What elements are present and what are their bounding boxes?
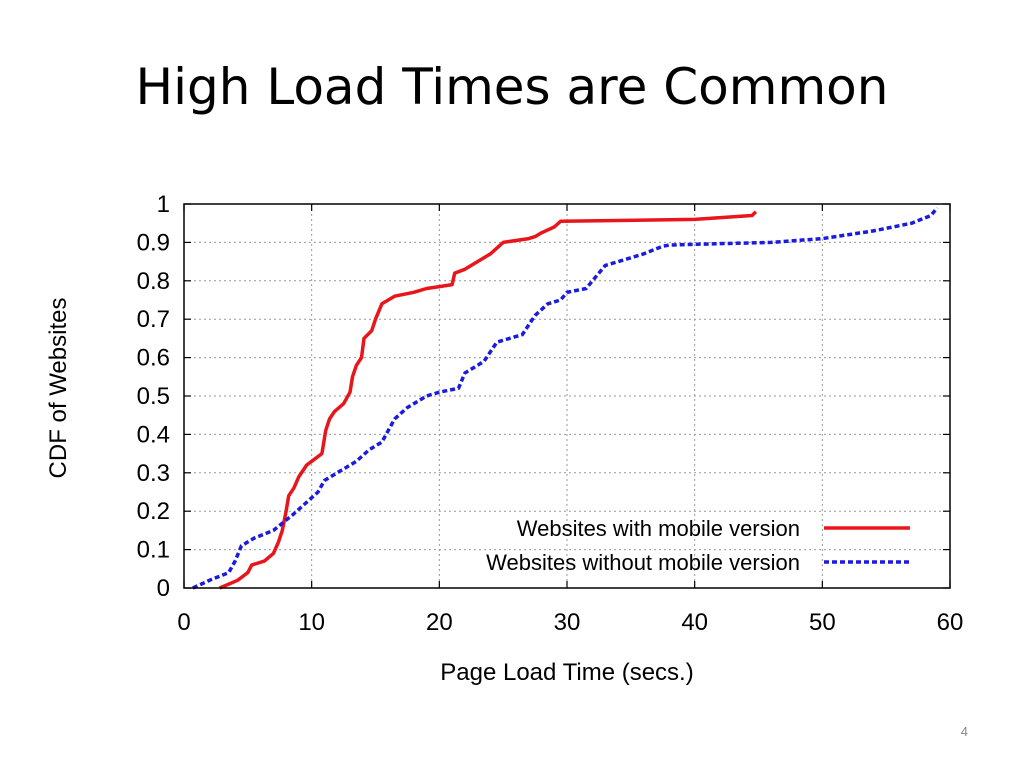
y-tick-label: 0.6 bbox=[137, 345, 170, 372]
y-tick-label: 0.7 bbox=[137, 306, 170, 333]
x-axis-label: Page Load Time (secs.) bbox=[440, 659, 693, 686]
x-tick-label: 0 bbox=[177, 609, 190, 636]
x-tick-label: 10 bbox=[298, 609, 325, 636]
x-tick-label: 50 bbox=[809, 609, 836, 636]
grid-layer bbox=[184, 204, 950, 588]
y-tick-label: 1 bbox=[157, 191, 170, 218]
x-tick-label: 60 bbox=[937, 609, 964, 636]
slide-title: High Load Times are Common bbox=[135, 58, 889, 116]
y-tick-label: 0 bbox=[157, 575, 170, 602]
slide-number: 4 bbox=[960, 724, 968, 739]
y-tick-label: 0.8 bbox=[137, 268, 170, 295]
y-tick-label: 0.3 bbox=[137, 460, 170, 487]
y-tick-label: 0.1 bbox=[137, 537, 170, 564]
series-line-without-mobile bbox=[192, 206, 939, 590]
y-tick-label: 0.2 bbox=[137, 498, 170, 525]
legend: Websites with mobile version Websites wit… bbox=[486, 516, 910, 575]
y-tick-label: 0.4 bbox=[137, 421, 170, 448]
y-tick-label: 0.5 bbox=[137, 383, 170, 410]
legend-label: Websites with mobile version bbox=[517, 516, 800, 541]
legend-label: Websites without mobile version bbox=[486, 550, 800, 575]
x-tick-label: 40 bbox=[681, 609, 708, 636]
x-tick-label: 20 bbox=[426, 609, 453, 636]
x-tick-label: 30 bbox=[554, 609, 581, 636]
ticks-layer: 0 10 20 30 40 50 60 0 0.1 0.2 0.3 0.4 0.5 0.6 0.7 0.8 0.… bbox=[137, 191, 964, 636]
y-tick-label: 0.9 bbox=[137, 229, 170, 256]
series-layer bbox=[192, 206, 939, 590]
y-axis-label: CDF of Websites bbox=[45, 298, 72, 479]
